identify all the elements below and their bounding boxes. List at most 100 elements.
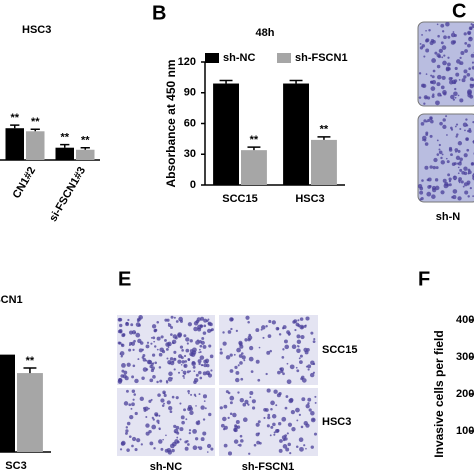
- cell: [303, 444, 306, 447]
- cell: [159, 347, 164, 353]
- cell: [183, 408, 187, 412]
- cell: [463, 75, 467, 79]
- cell: [442, 124, 447, 130]
- cell: [434, 178, 439, 182]
- cell: [222, 416, 227, 422]
- cell: [436, 64, 441, 69]
- significance: **: [60, 132, 69, 144]
- cell: [225, 390, 229, 394]
- cell: [299, 354, 303, 358]
- cell: [459, 168, 463, 172]
- cell: [281, 416, 287, 422]
- cell: [145, 415, 148, 418]
- cell: [431, 194, 436, 199]
- cell: [455, 72, 460, 77]
- bar: [17, 373, 43, 452]
- cell: [239, 434, 243, 438]
- cell: [423, 102, 426, 105]
- cell: [244, 338, 248, 342]
- cell: [457, 94, 460, 97]
- cell: [162, 438, 164, 441]
- cell: [181, 360, 185, 364]
- error-bar: [289, 79, 303, 84]
- y-tick-label: 100: [456, 425, 474, 437]
- cell: [138, 317, 141, 319]
- cell: [440, 23, 445, 28]
- y-tick-label: 90: [184, 87, 196, 99]
- cell: [443, 54, 446, 57]
- cell: [150, 337, 153, 339]
- cell: [132, 364, 136, 368]
- chart-title: SCN1: [0, 294, 23, 306]
- cell: [233, 353, 236, 356]
- cell: [265, 325, 268, 328]
- cell: [425, 133, 429, 136]
- error-bar: [317, 136, 331, 140]
- x-tick-label: HSC3: [295, 193, 324, 205]
- cell: [305, 404, 310, 409]
- cell: [173, 368, 176, 371]
- cell: [159, 379, 163, 383]
- cell: [179, 345, 184, 349]
- cell: [282, 444, 288, 449]
- cell: [120, 343, 125, 348]
- cell: [431, 75, 435, 79]
- cell: [235, 377, 240, 383]
- cell: [156, 348, 159, 351]
- cell: [171, 441, 177, 447]
- cell: [452, 31, 455, 33]
- cell: [277, 370, 281, 375]
- cell: [249, 345, 254, 351]
- cell: [190, 393, 193, 396]
- cell: [142, 358, 147, 362]
- cell: [253, 443, 257, 447]
- cell: [437, 92, 442, 97]
- cell: [206, 451, 209, 453]
- cell: [299, 446, 304, 452]
- cell: [268, 319, 272, 324]
- cell: [466, 72, 471, 77]
- cell: [270, 400, 275, 406]
- cell: [168, 371, 173, 377]
- cell: [129, 414, 134, 420]
- cell: [203, 318, 208, 323]
- cell: [197, 420, 200, 423]
- cell: [141, 348, 144, 351]
- cell: [284, 344, 290, 350]
- cell: [156, 380, 159, 384]
- cell: [256, 440, 261, 445]
- cell: [307, 397, 312, 402]
- cell: [136, 438, 141, 443]
- y-axis-label: Invasive cells per field: [432, 330, 446, 457]
- cell: [193, 370, 196, 373]
- cell: [287, 422, 293, 427]
- x-tick-label: si-FSCN1#3: [47, 165, 88, 224]
- cell: [438, 150, 443, 155]
- cell: [312, 418, 315, 421]
- cell: [237, 391, 240, 394]
- cell: [202, 431, 207, 436]
- cell: [293, 319, 298, 324]
- cell: [278, 448, 283, 453]
- cell: [180, 363, 183, 366]
- cell: [128, 435, 132, 438]
- cell: [197, 339, 199, 342]
- cell: [156, 320, 160, 324]
- cell: [314, 401, 317, 404]
- cell: [265, 372, 268, 376]
- y-axis-label: Absorbance at 450 nm: [164, 59, 178, 187]
- cell: [313, 338, 316, 341]
- cell: [430, 86, 436, 91]
- cell: [137, 358, 140, 361]
- cell: [459, 63, 461, 65]
- cell: [307, 402, 310, 405]
- cell: [282, 325, 287, 330]
- cell: [284, 437, 288, 441]
- cell: [431, 94, 435, 99]
- cell: [301, 397, 306, 402]
- cell: [298, 437, 304, 442]
- cell: [209, 322, 213, 327]
- cell: [132, 398, 135, 401]
- cell: [278, 333, 282, 336]
